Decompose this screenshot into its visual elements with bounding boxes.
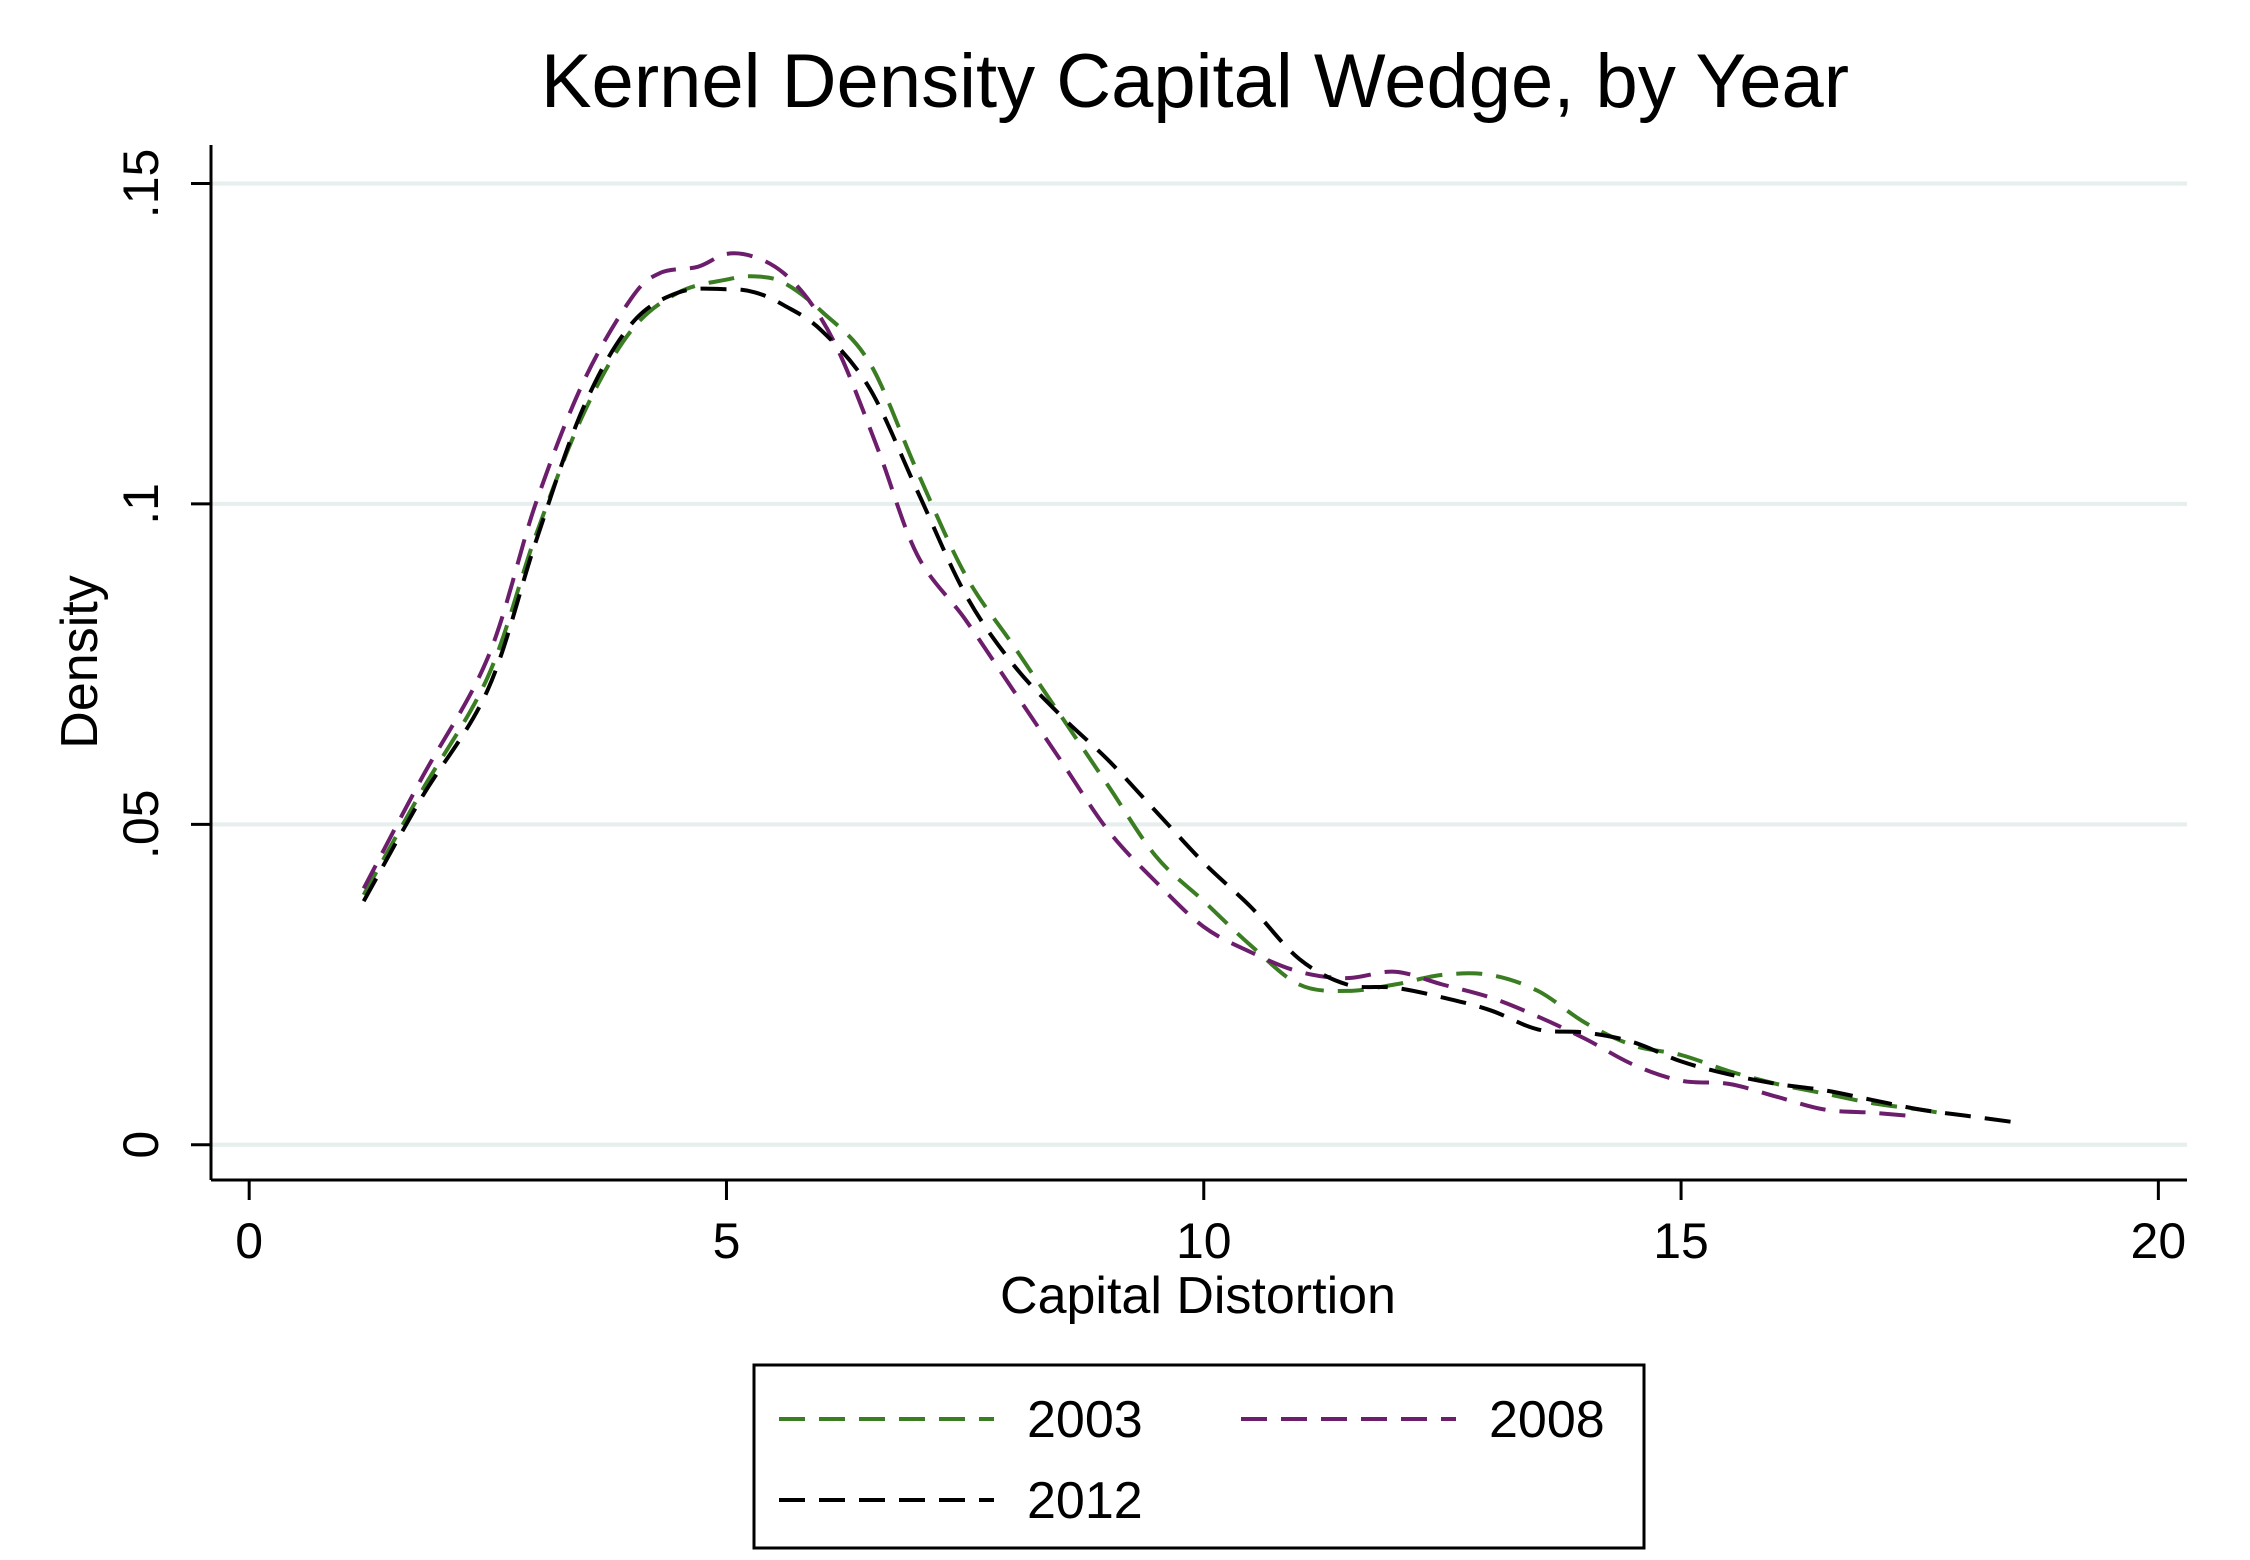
x-tick-label: 15 — [1653, 1213, 1709, 1269]
x-tick-label: 10 — [1176, 1213, 1232, 1269]
legend-label-2008: 2008 — [1489, 1391, 1605, 1449]
chart-title: Kernel Density Capital Wedge, by Year — [541, 39, 1849, 124]
legend-box — [752, 1363, 1646, 1550]
density-line-2003 — [361, 274, 1940, 1115]
legend-label-2003: 2003 — [1027, 1391, 1143, 1449]
x-tick-label: 0 — [235, 1213, 263, 1269]
y-tick-label: .05 — [113, 790, 169, 860]
density-line-2008 — [361, 251, 1911, 1118]
legend-label-2012: 2012 — [1027, 1472, 1143, 1530]
legend: 2003 2008 2012 — [752, 1363, 1646, 1550]
y-axis-title: Density — [51, 575, 109, 748]
gridlines — [211, 181, 2187, 1147]
x-tick-label: 5 — [713, 1213, 741, 1269]
x-tick-label: 20 — [2131, 1213, 2187, 1269]
y-tick-label: 0 — [113, 1131, 169, 1159]
axes — [209, 145, 2187, 1182]
x-axis-title: Capital Distortion — [1000, 1267, 1396, 1325]
density-lines — [361, 251, 2016, 1125]
y-axis-ticks: 0 .05 .1 .15 — [113, 149, 211, 1159]
y-tick-label: .1 — [113, 483, 169, 525]
density-line-2012 — [361, 286, 2016, 1125]
x-axis-ticks: 0 5 10 15 20 — [235, 1180, 2186, 1269]
y-tick-label: .15 — [113, 149, 169, 219]
legend-items: 2003 2008 2012 — [779, 1391, 1605, 1530]
